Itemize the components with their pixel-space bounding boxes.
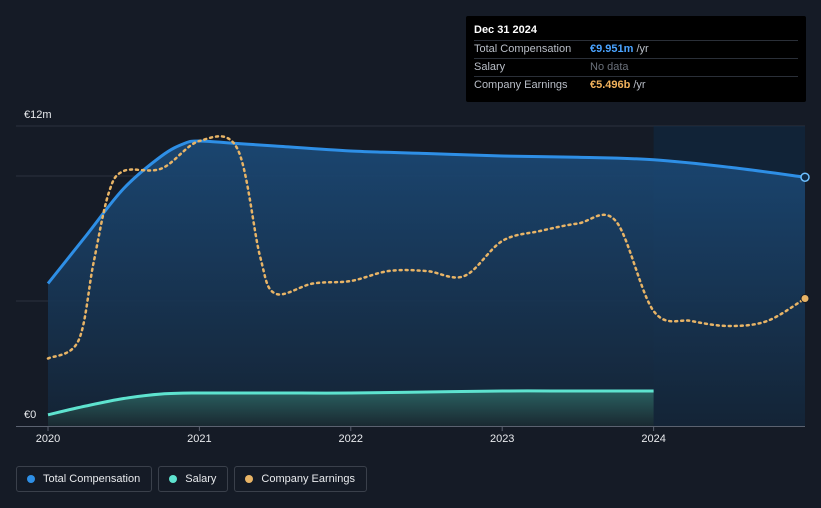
x-axis-ticks: 2020 2021 2022 2023 2024 — [36, 426, 666, 445]
tooltip-unit: /yr — [636, 43, 649, 55]
total-compensation-end-marker — [800, 172, 810, 182]
tooltip-label: Total Compensation — [474, 43, 572, 55]
y-axis-max-label: €12m — [24, 109, 52, 121]
legend-item-company-earnings[interactable]: Company Earnings — [234, 466, 367, 492]
company-earnings-line — [46, 135, 807, 360]
x-tick-label: 2021 — [187, 433, 211, 445]
legend-dot-icon — [169, 475, 178, 483]
chart-legend: Total Compensation Salary Company Earnin… — [16, 466, 367, 492]
salary-line — [47, 389, 654, 417]
tooltip-label: Company Earnings — [474, 79, 568, 91]
legend-label: Company Earnings — [261, 473, 355, 485]
tooltip-row-company-earnings: Company Earnings €5.496b /yr — [474, 77, 798, 94]
tooltip-row-salary: Salary No data — [474, 59, 798, 77]
legend-item-salary[interactable]: Salary — [158, 466, 229, 492]
legend-item-total-compensation[interactable]: Total Compensation — [16, 466, 153, 492]
x-tick-label: 2023 — [490, 433, 514, 445]
x-tick-label: 2024 — [641, 433, 665, 445]
tooltip-row-total-compensation: Total Compensation €9.951m /yr — [474, 41, 798, 59]
tooltip-unit: /yr — [633, 79, 646, 91]
legend-dot-icon — [245, 475, 254, 483]
tooltip-value: €5.496b — [590, 79, 631, 91]
tooltip-panel: Dec 31 2024 Total Compensation €9.951m /… — [466, 16, 806, 102]
tooltip-value: €9.951m — [590, 43, 634, 55]
tooltip-date: Dec 31 2024 — [474, 24, 798, 41]
salary-area — [48, 390, 654, 426]
legend-label: Total Compensation — [43, 473, 141, 485]
legend-dot-icon — [27, 475, 35, 483]
x-tick-label: 2022 — [339, 433, 363, 445]
tooltip-label: Salary — [474, 61, 506, 73]
total-compensation-area — [48, 141, 805, 426]
legend-label: Salary — [185, 473, 217, 485]
total-compensation-line — [46, 139, 806, 285]
x-tick-label: 2020 — [36, 433, 60, 445]
tooltip-value: No data — [590, 61, 629, 73]
y-axis-min-label: €0 — [24, 409, 36, 421]
company-earnings-end-marker — [800, 294, 810, 303]
